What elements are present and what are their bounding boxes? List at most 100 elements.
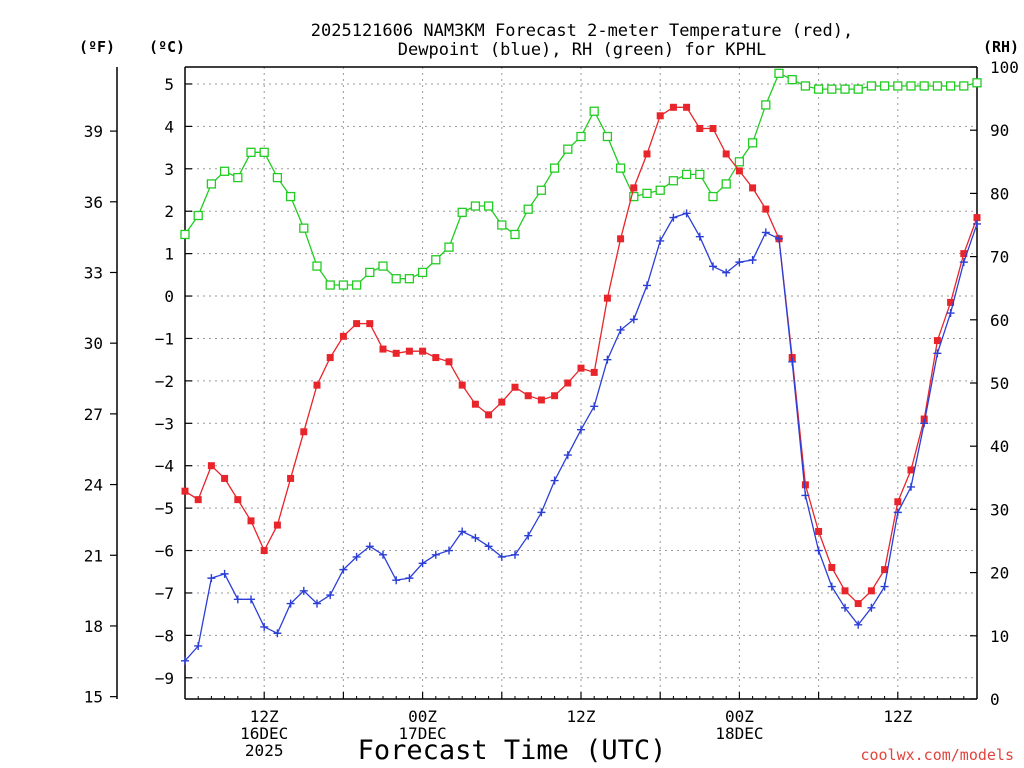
temperature-point xyxy=(669,103,677,111)
temperature-point xyxy=(630,184,638,192)
temperature-point xyxy=(960,250,968,258)
celsius-tick-label: 3 xyxy=(164,160,174,179)
rh-point xyxy=(787,74,797,85)
dewpoint-point xyxy=(946,309,955,318)
dewpoint-point xyxy=(748,255,757,264)
temperature-point xyxy=(683,103,691,111)
celsius-tick-label: 4 xyxy=(164,117,174,136)
rh-point xyxy=(576,131,586,142)
dewpoint-point xyxy=(511,550,519,559)
temperature-point xyxy=(221,474,229,482)
dewpoint-point xyxy=(841,603,849,612)
rh-tick-label: 20 xyxy=(990,564,1009,583)
dewpoint-point xyxy=(827,582,836,591)
temperature-point xyxy=(247,517,255,525)
rh-point xyxy=(615,163,626,173)
rh-point xyxy=(655,185,665,195)
rh-tick-label: 0 xyxy=(990,690,1000,709)
rh-tick-label: 70 xyxy=(990,248,1009,267)
rh-point xyxy=(483,201,494,211)
rh-tick-label: 90 xyxy=(990,121,1009,140)
rh-point xyxy=(233,172,243,183)
celsius-tick-label: 2 xyxy=(164,202,174,221)
dewpoint-point xyxy=(854,620,863,629)
rh-point xyxy=(312,261,322,271)
rh-point xyxy=(668,176,679,186)
celsius-tick-label: −6 xyxy=(155,542,174,561)
temperature-point xyxy=(828,564,836,572)
temperature-point xyxy=(722,150,730,158)
rh-point xyxy=(431,255,441,265)
dewpoint-point xyxy=(207,574,216,583)
x-tick-label-l1: 12Z xyxy=(883,707,912,726)
temperature-point xyxy=(379,345,387,353)
dewpoint-point xyxy=(959,258,968,267)
fahrenheit-tick-label: 18 xyxy=(84,617,103,636)
x-tick-label-l1: 12Z xyxy=(250,707,279,726)
rh-point xyxy=(695,169,705,180)
rh-point xyxy=(180,229,190,240)
rh-point xyxy=(444,242,454,252)
dewpoint-point xyxy=(181,656,189,665)
dewpoint-point xyxy=(365,542,374,551)
dewpoint-point xyxy=(260,622,269,631)
rh-point xyxy=(629,191,639,202)
rh-point xyxy=(391,274,401,284)
x-tick-label-l1: 12Z xyxy=(567,707,596,726)
axes-ticks: 543210−1−2−3−4−5−6−7−8−93936333027242118… xyxy=(84,58,1019,760)
celsius-tick-label: −8 xyxy=(155,626,174,645)
x-tick-label-l2: 16DEC xyxy=(240,724,288,743)
rh-point xyxy=(853,84,863,94)
temperature-point xyxy=(432,354,440,362)
chart-title-line-1: 2025121606 NAM3KM Forecast 2-meter Tempe… xyxy=(311,21,853,41)
dewpoint-point xyxy=(418,559,427,568)
temperature-point xyxy=(339,332,347,340)
rh-point xyxy=(840,84,850,94)
dewpoint-point xyxy=(313,599,321,608)
rh-point xyxy=(378,261,388,271)
temperature-point xyxy=(234,496,242,504)
rh-point xyxy=(351,280,362,290)
rh-unit-label: (RH) xyxy=(983,38,1019,56)
rh-tick-label: 60 xyxy=(990,311,1009,330)
rh-point xyxy=(972,78,982,88)
fahrenheit-tick-label: 30 xyxy=(84,334,103,353)
temperature-point xyxy=(815,527,823,535)
fahrenheit-tick-label: 24 xyxy=(84,476,103,495)
dewpoint-point xyxy=(669,213,678,222)
rh-point xyxy=(589,106,599,116)
temperature-point xyxy=(458,381,466,389)
rh-point xyxy=(959,81,969,91)
dewpoint-point xyxy=(299,586,308,595)
rh-point xyxy=(259,147,269,157)
rh-tick-label: 40 xyxy=(990,437,1009,456)
rh-tick-label: 50 xyxy=(990,374,1009,393)
temperature-point xyxy=(273,521,281,529)
rh-point xyxy=(338,280,349,290)
temperature-point xyxy=(801,481,809,489)
dewpoint-point xyxy=(273,629,282,638)
temperature-point xyxy=(854,600,862,608)
temperature-point xyxy=(894,498,902,506)
temperature-point xyxy=(656,112,664,120)
dewpoint-point xyxy=(445,546,453,555)
rh-point xyxy=(879,81,890,91)
temperature-point xyxy=(524,392,532,400)
dewpoint-point xyxy=(233,595,242,604)
dewpoint-point xyxy=(392,576,401,585)
rh-point xyxy=(681,169,692,180)
celsius-tick-label: −2 xyxy=(155,372,174,391)
dewpoint-point xyxy=(497,552,506,561)
rh-point xyxy=(206,179,217,189)
rh-point xyxy=(417,267,428,278)
chart-title-line-2: Dewpoint (blue), RH (green) for KPHL xyxy=(398,40,766,60)
dewpoint-point xyxy=(893,508,902,517)
x-tick-label-l2: 18DEC xyxy=(715,724,763,743)
dewpoint-point xyxy=(405,574,414,583)
dewpoint-point xyxy=(247,595,255,604)
rh-point xyxy=(866,81,877,91)
celsius-unit-label: (ºC) xyxy=(149,38,185,56)
dewpoint-point xyxy=(629,315,638,324)
rh-point xyxy=(299,223,309,233)
